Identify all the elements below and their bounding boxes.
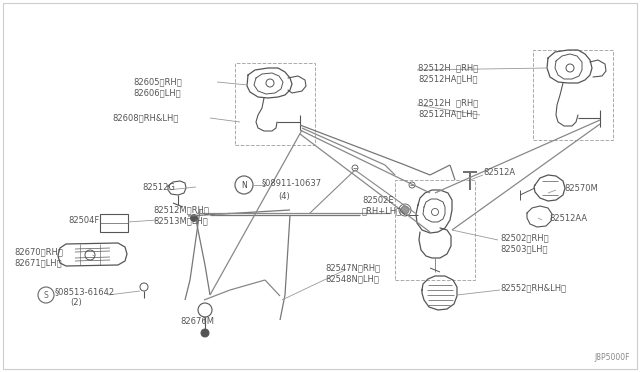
- Circle shape: [201, 329, 209, 337]
- Circle shape: [191, 215, 198, 221]
- Text: 82512H  〈RH〉: 82512H 〈RH〉: [418, 64, 478, 73]
- Bar: [100, 214, 128, 232]
- Text: 82671〈LH〉: 82671〈LH〉: [14, 259, 61, 267]
- Text: (2): (2): [70, 298, 82, 308]
- Text: 82676M: 82676M: [180, 317, 214, 327]
- Text: 82502E: 82502E: [362, 196, 394, 205]
- Text: 82570M: 82570M: [564, 183, 598, 192]
- Text: 82512G: 82512G: [142, 183, 175, 192]
- Text: 82513M〈LH〉: 82513M〈LH〉: [153, 217, 208, 225]
- Circle shape: [401, 206, 409, 214]
- Text: 82547N〈RH〉: 82547N〈RH〉: [325, 263, 380, 273]
- Text: 82512M〈RH〉: 82512M〈RH〉: [153, 205, 209, 215]
- Text: 82504F: 82504F: [68, 215, 99, 224]
- Text: 82670〈RH〉: 82670〈RH〉: [14, 247, 63, 257]
- Bar: [533, 50, 613, 140]
- Text: 82512HA〈LH〉: 82512HA〈LH〉: [418, 109, 477, 119]
- Text: 82608〈RH&LH〉: 82608〈RH&LH〉: [112, 113, 179, 122]
- Text: §08911-10637: §08911-10637: [262, 179, 322, 187]
- Text: 82606〈LH〉: 82606〈LH〉: [133, 89, 180, 97]
- Text: §08513-61642: §08513-61642: [55, 288, 115, 296]
- Text: 82512AA: 82512AA: [549, 214, 587, 222]
- Text: 82512A: 82512A: [483, 167, 515, 176]
- Text: S: S: [44, 291, 49, 299]
- Text: (4): (4): [278, 192, 290, 201]
- Text: 〈RH+LH〉: 〈RH+LH〉: [362, 206, 402, 215]
- Bar: [235, 63, 315, 145]
- Text: 82552〈RH&LH〉: 82552〈RH&LH〉: [500, 283, 566, 292]
- Text: N: N: [241, 180, 247, 189]
- Text: 82512H  〈RH〉: 82512H 〈RH〉: [418, 99, 478, 108]
- Text: 82502〈RH〉: 82502〈RH〉: [500, 234, 548, 243]
- Text: 82512HA〈LH〉: 82512HA〈LH〉: [418, 74, 477, 83]
- Bar: [395, 180, 475, 280]
- Text: J8P5000F: J8P5000F: [595, 353, 630, 362]
- Text: 82503〈LH〉: 82503〈LH〉: [500, 244, 547, 253]
- Text: 82548N〈LH〉: 82548N〈LH〉: [325, 275, 379, 283]
- Text: 82605〈RH〉: 82605〈RH〉: [133, 77, 182, 87]
